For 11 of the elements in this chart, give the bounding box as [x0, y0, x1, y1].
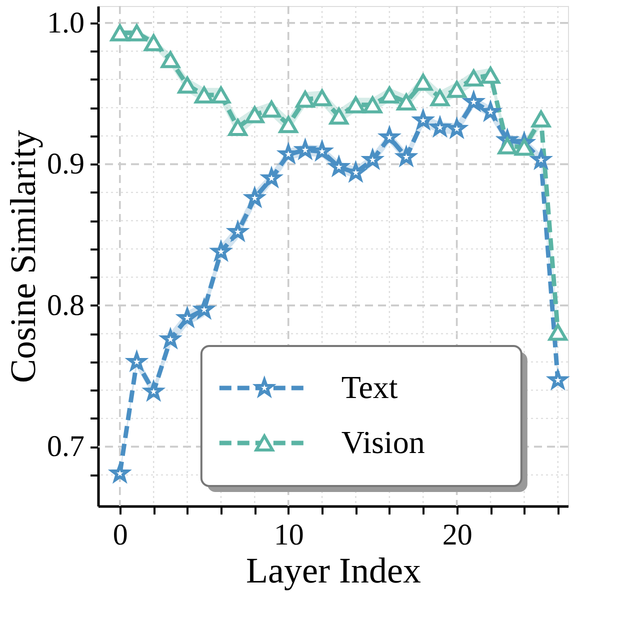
y-tick-label: 0.7	[47, 430, 84, 464]
legend-label: Vision	[341, 424, 425, 460]
legend-label: Text	[341, 369, 398, 405]
y-tick-label: 0.8	[47, 288, 84, 322]
x-axis-title: Layer Index	[246, 550, 421, 590]
x-tick-label: 0	[112, 518, 128, 552]
y-axis-title: Cosine Similarity	[3, 130, 43, 384]
x-tick-label: 20	[442, 518, 472, 552]
x-tick-label: 10	[274, 518, 304, 552]
y-tick-label: 1.0	[47, 6, 84, 40]
y-tick-label: 0.9	[47, 148, 84, 181]
